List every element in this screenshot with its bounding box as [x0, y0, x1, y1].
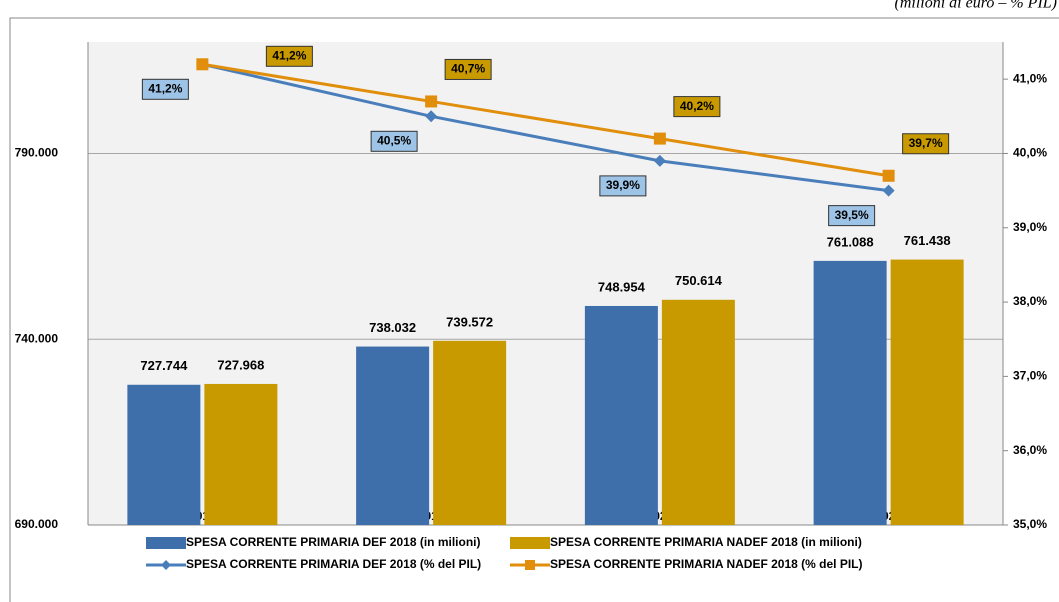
y-tick-label: 690.000 [15, 517, 59, 531]
value-label-box [828, 205, 876, 227]
line-value-label: 40,2% [680, 99, 714, 113]
bar [127, 384, 201, 525]
value-label-box [673, 96, 721, 118]
bar-value-label: 738.032 [369, 320, 416, 335]
value-label-box [141, 78, 189, 100]
line-marker [425, 110, 438, 123]
value-label-box [265, 45, 313, 67]
line-value-label: 39,5% [835, 208, 869, 222]
line-marker [196, 58, 209, 71]
y-tick-label: 740.000 [15, 331, 59, 345]
bar [584, 305, 658, 525]
line-value-label: 40,7% [451, 62, 485, 76]
line-marker [653, 154, 666, 167]
line-marker [882, 169, 895, 182]
bar-value-label: 727.744 [140, 358, 188, 373]
y2-tick-label: 39,0% [1013, 220, 1047, 234]
legend-label: SPESA CORRENTE PRIMARIA DEF 2018 (% del … [186, 557, 481, 571]
bar-value-label: 748.954 [598, 279, 646, 294]
bar [356, 346, 430, 525]
line-value-label: 39,7% [909, 136, 943, 150]
line-value-label: 40,5% [377, 133, 411, 147]
y2-tick-label: 35,0% [1013, 517, 1047, 531]
bar [433, 340, 507, 525]
line-marker [653, 132, 666, 145]
y2-tick-label: 40,0% [1013, 146, 1047, 160]
value-label-box [444, 58, 492, 80]
line-value-label: 41,2% [148, 81, 182, 95]
bar [813, 260, 887, 525]
bar [204, 383, 278, 525]
legend-swatch [510, 537, 550, 549]
legend-label: SPESA CORRENTE PRIMARIA DEF 2018 (in mil… [186, 535, 480, 549]
chart-subtitle: (milioni di euro – % PIL) [895, 0, 1058, 12]
value-label-box [902, 133, 950, 155]
bar [661, 299, 735, 525]
line [202, 62, 889, 178]
y2-tick-label: 37,0% [1013, 369, 1047, 383]
y-tick-label: 790.000 [15, 146, 59, 160]
bar-value-label: 761.088 [827, 234, 874, 249]
line-value-label: 39,9% [606, 178, 640, 192]
bar [890, 259, 964, 525]
y2-tick-label: 36,0% [1013, 443, 1047, 457]
bar-value-label: 727.968 [217, 357, 264, 372]
legend-swatch [146, 537, 186, 549]
y2-tick-label: 38,0% [1013, 294, 1047, 308]
line [202, 62, 889, 193]
y2-tick-label: 41,0% [1013, 71, 1047, 85]
line-value-label: 41,2% [272, 48, 306, 62]
value-label-box [599, 175, 647, 197]
bar-value-label: 761.438 [904, 233, 951, 248]
value-label-box [370, 130, 418, 152]
bar-value-label: 739.572 [446, 314, 493, 329]
legend-label: SPESA CORRENTE PRIMARIA NADEF 2018 (in m… [550, 535, 862, 549]
line-marker [882, 184, 895, 197]
legend-marker [525, 560, 535, 570]
legend-label: SPESA CORRENTE PRIMARIA NADEF 2018 (% de… [550, 557, 863, 571]
bar-value-label: 750.614 [675, 273, 723, 288]
line-marker [425, 95, 438, 108]
legend-marker [161, 560, 171, 570]
